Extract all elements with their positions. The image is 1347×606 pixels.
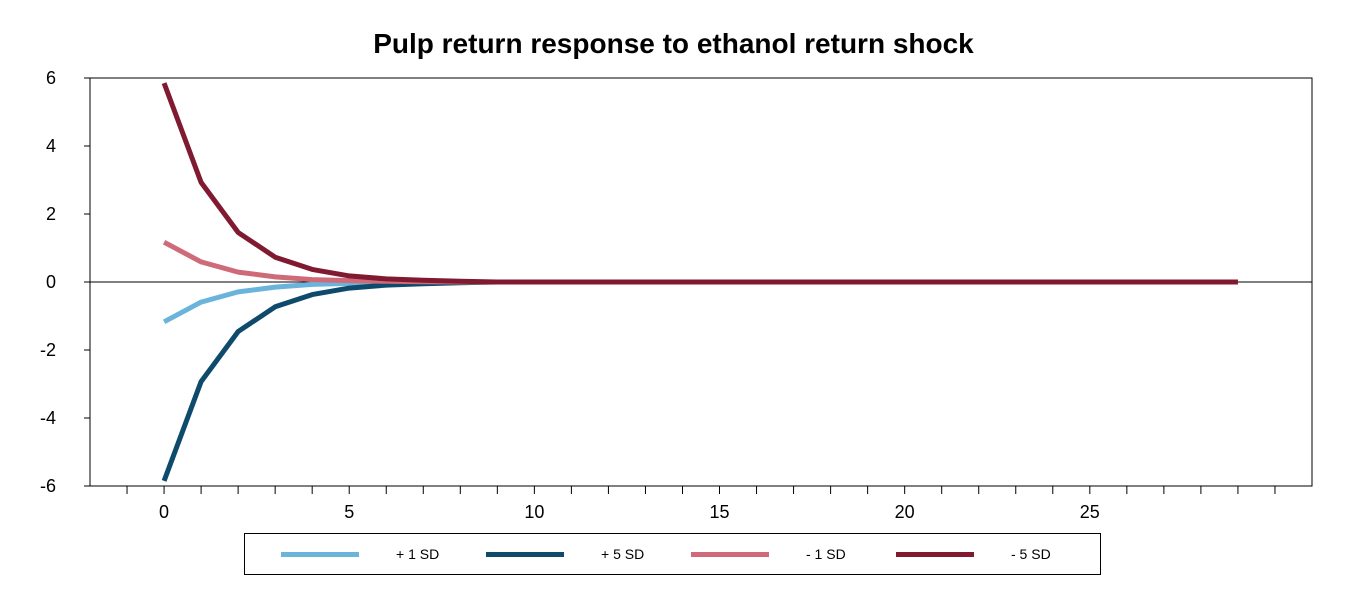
legend-swatch — [691, 552, 769, 557]
x-tick-label: 25 — [1080, 502, 1100, 522]
legend-label: - 5 SD — [1011, 546, 1051, 562]
x-tick-label: 20 — [895, 502, 915, 522]
legend-label: + 1 SD — [396, 546, 440, 562]
legend-item: + 1 SD — [281, 534, 486, 574]
series-line-2 — [162, 239, 1238, 285]
y-tick-label: -6 — [40, 476, 56, 496]
y-tick-label: -4 — [40, 408, 56, 428]
y-tick-label: 2 — [46, 204, 56, 224]
legend-item: - 5 SD — [896, 534, 1101, 574]
y-tick-label: 0 — [46, 272, 56, 292]
chart-title: Pulp return response to ethanol return s… — [373, 28, 974, 59]
y-tick-label: 6 — [46, 68, 56, 88]
legend-item: + 5 SD — [486, 534, 691, 574]
x-tick-label: 10 — [524, 502, 544, 522]
series-line-3 — [161, 82, 1238, 285]
x-tick-label: 5 — [344, 502, 354, 522]
legend-swatch — [281, 552, 359, 557]
x-tick-label: 0 — [159, 502, 169, 522]
legend-label: - 1 SD — [806, 546, 846, 562]
legend-item: - 1 SD — [691, 534, 896, 574]
y-tick-label: -2 — [40, 340, 56, 360]
legend-swatch — [486, 552, 564, 557]
legend-swatch — [896, 552, 974, 557]
legend: + 1 SD + 5 SD - 1 SD - 5 SD — [244, 533, 1101, 575]
legend-label: + 5 SD — [601, 546, 645, 562]
y-tick-label: 4 — [46, 136, 56, 156]
x-tick-label: 15 — [709, 502, 729, 522]
series-line-0 — [162, 279, 1238, 325]
series-line-1 — [161, 279, 1238, 482]
